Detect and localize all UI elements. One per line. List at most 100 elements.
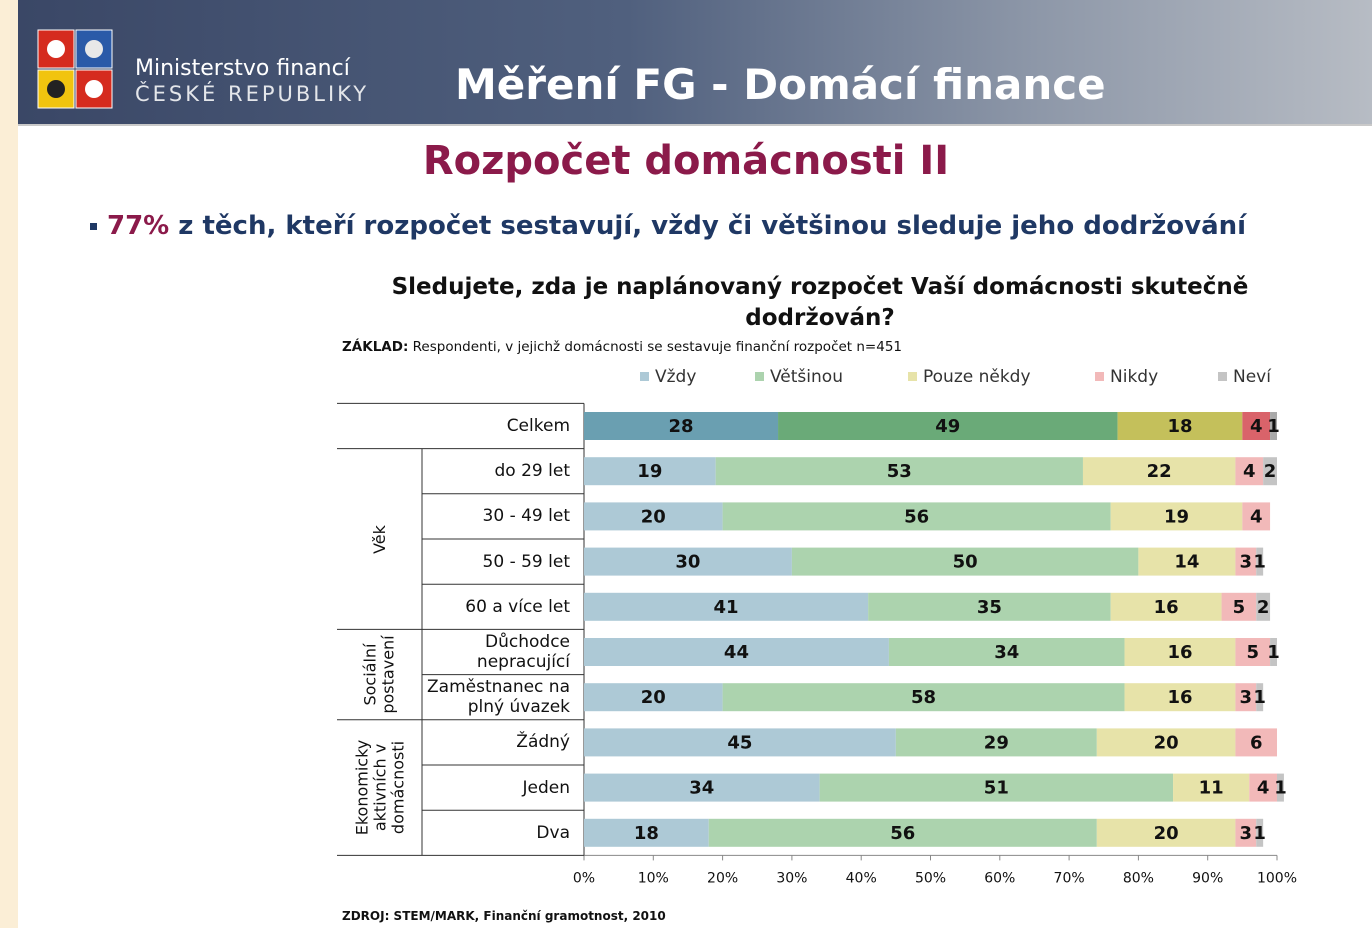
x-tick-label: 30%: [776, 870, 807, 886]
legend-swatch: [640, 372, 649, 381]
category-label: 30 - 49 let: [482, 506, 570, 527]
bar-segment: [819, 773, 1174, 802]
data-label: 19: [1164, 506, 1189, 527]
bar-segment: [1256, 547, 1264, 576]
bar-segment: [1277, 773, 1284, 802]
data-label: 3: [1240, 552, 1253, 573]
data-label: 20: [641, 687, 666, 708]
legend-label: Vždy: [655, 367, 696, 387]
data-label: 19: [637, 461, 662, 482]
bar-segment: [1110, 592, 1222, 621]
bar-segment: [888, 638, 1125, 666]
header-title: Měření FG - Domácí finance: [455, 60, 1106, 109]
data-label: 22: [1147, 461, 1172, 482]
data-label: 34: [994, 642, 1019, 663]
category-label: Důchodce nepracující: [476, 631, 570, 672]
data-label: 3: [1240, 687, 1253, 708]
data-label: 58: [911, 687, 936, 708]
data-label: 56: [904, 506, 929, 527]
bar-segment: [1221, 592, 1257, 621]
bar-segment: [1235, 457, 1264, 486]
bar-segment: [1235, 683, 1257, 712]
bar-segment: [584, 547, 792, 576]
data-label: 16: [1154, 597, 1179, 618]
data-label: 4: [1250, 506, 1263, 527]
x-tick-label: 60%: [984, 870, 1015, 886]
x-tick-label: 100%: [1257, 870, 1297, 886]
bar-segment: [1263, 457, 1277, 486]
bar-segment: [1256, 818, 1264, 847]
data-label: 1: [1253, 823, 1266, 844]
bar-segment: [1082, 457, 1236, 486]
bar-segment: [584, 592, 869, 621]
data-label: 53: [887, 461, 912, 482]
category-label: Žádný: [516, 732, 570, 753]
bar-segment: [1173, 773, 1250, 802]
data-label: 41: [714, 597, 739, 618]
data-label: 1: [1267, 642, 1280, 663]
legend-label: Nikdy: [1110, 367, 1158, 387]
legend-swatch: [755, 372, 764, 381]
bar-segment: [1256, 592, 1271, 621]
bar-segment: [1096, 728, 1236, 757]
category-label: do 29 let: [494, 461, 570, 482]
bullet-marker: [90, 223, 97, 230]
group-label: Věk: [369, 524, 389, 554]
bar-segment: [584, 502, 723, 531]
bar-segment: [1242, 412, 1271, 440]
x-tick-label: 10%: [638, 870, 669, 886]
x-tick-label: 80%: [1123, 870, 1154, 886]
bar-segment: [868, 592, 1111, 621]
data-label: 4: [1257, 778, 1270, 799]
slide-title: Rozpočet domácnosti II: [422, 138, 950, 184]
ministry-name: Ministerstvo financí: [135, 56, 350, 81]
bar-segment: [1235, 818, 1257, 847]
category-label: Dva: [536, 822, 570, 843]
legend-label: Neví: [1233, 367, 1272, 387]
x-tick-label: 50%: [915, 870, 946, 886]
group-label: Ekonomicky aktivních v domácnosti: [351, 739, 407, 836]
bar-segment: [584, 728, 896, 757]
data-label: 20: [1154, 823, 1179, 844]
data-label: 20: [641, 506, 666, 527]
bar-segment: [1256, 683, 1264, 712]
x-tick-label: 90%: [1192, 870, 1223, 886]
bar-segment: [584, 412, 779, 440]
data-label: 16: [1167, 687, 1192, 708]
data-label: 18: [634, 823, 659, 844]
data-label: 6: [1250, 732, 1263, 753]
data-label: 29: [984, 732, 1009, 753]
logo: [37, 29, 113, 109]
data-label: 56: [890, 823, 915, 844]
data-label: 11: [1199, 778, 1224, 799]
data-label: 2: [1264, 461, 1277, 482]
bar-segment: [1124, 638, 1236, 666]
bar-segment: [715, 457, 1083, 486]
data-label: 1: [1253, 552, 1266, 573]
data-label: 2: [1257, 597, 1270, 618]
data-label: 18: [1167, 416, 1192, 437]
category-label: Zaměstnanec na plný úvazek: [427, 677, 570, 718]
data-label: 50: [953, 552, 978, 573]
bar-segment: [1270, 638, 1277, 666]
bar-segment: [722, 683, 1125, 712]
data-label: 51: [984, 778, 1009, 799]
bar-segment: [584, 638, 889, 666]
legend-swatch: [1095, 372, 1104, 381]
bar-segment: [1235, 638, 1271, 666]
group-label: Sociální postavení: [360, 635, 398, 714]
bullet-text: z těch, kteří rozpočet sestavují, vždy č…: [178, 211, 1247, 241]
bar-segment: [584, 773, 820, 802]
data-label: 16: [1167, 642, 1192, 663]
data-label: 1: [1267, 416, 1280, 437]
chart-base: ZÁKLAD: Respondenti, v jejichž domácnost…: [342, 339, 902, 355]
data-label: 5: [1246, 642, 1259, 663]
data-label: 45: [727, 732, 752, 753]
bar-segment: [1117, 412, 1243, 440]
bar-segment: [1110, 502, 1243, 531]
bar-segment: [1242, 502, 1271, 531]
bar-segment: [791, 547, 1139, 576]
bar-segment: [584, 818, 709, 847]
legend-label: Pouze někdy: [923, 367, 1031, 387]
